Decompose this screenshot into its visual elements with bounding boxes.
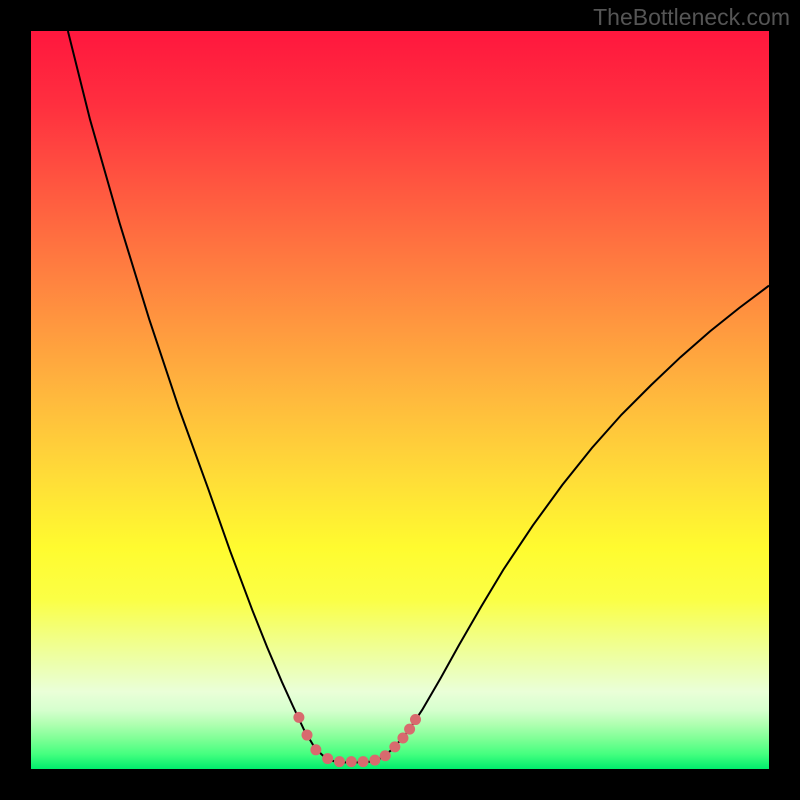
trough-dot — [302, 730, 313, 741]
trough-dot — [404, 724, 415, 735]
trough-dot — [397, 733, 408, 744]
chart-frame: TheBottleneck.com — [0, 0, 800, 800]
trough-dot — [410, 714, 421, 725]
trough-dot — [334, 756, 345, 767]
trough-dot — [369, 755, 380, 766]
trough-dot — [380, 750, 391, 761]
trough-dot — [310, 744, 321, 755]
trough-dot — [389, 741, 400, 752]
bottleneck-curve — [31, 31, 769, 769]
trough-dot — [346, 756, 357, 767]
plot-area — [31, 31, 769, 769]
trough-dot — [322, 753, 333, 764]
trough-dot-group — [293, 712, 421, 767]
trough-dot — [358, 756, 369, 767]
watermark-text: TheBottleneck.com — [593, 4, 790, 31]
curve-path — [68, 31, 769, 762]
trough-dot — [293, 712, 304, 723]
